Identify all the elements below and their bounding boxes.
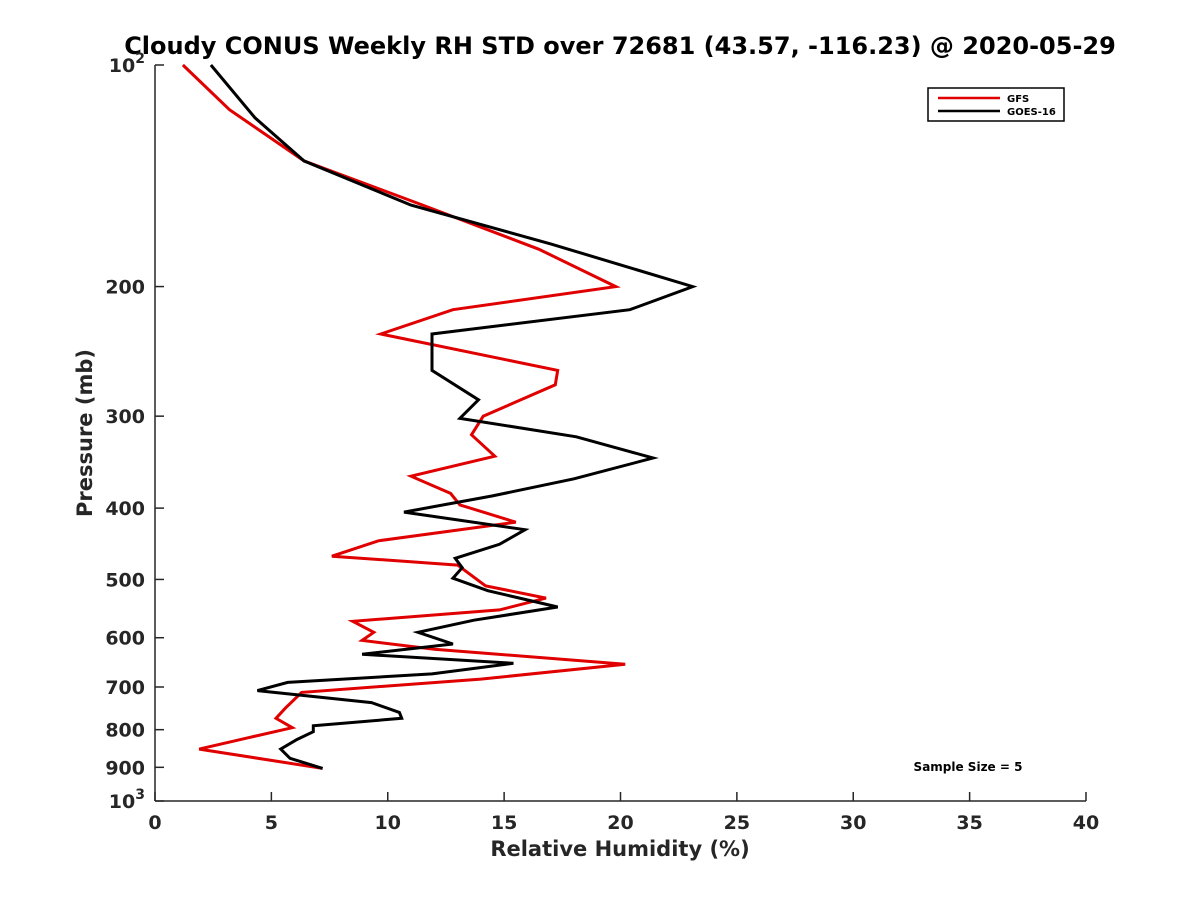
x-tick-label: 15: [491, 812, 517, 834]
legend-label-goes-16: GOES-16: [1007, 107, 1056, 118]
x-axis-label: Relative Humidity (%): [490, 837, 749, 861]
y-tick-label: 700: [105, 677, 145, 699]
chart-title: Cloudy CONUS Weekly RH STD over 72681 (4…: [124, 32, 1116, 60]
series-layer: [181, 63, 698, 770]
y-tick-label: 500: [105, 569, 145, 591]
y-tick-label: 300: [105, 406, 145, 428]
x-tick-label: 35: [956, 812, 982, 834]
plot-frame: [154, 64, 1087, 802]
y-axis-label: Pressure (mb): [73, 349, 97, 517]
x-tick-label: 20: [607, 812, 633, 834]
x-tick-label: 5: [265, 812, 278, 834]
legend-items: GFS GOES-16: [938, 94, 1056, 118]
x-tick-label: 10: [375, 812, 401, 834]
y-tick-label: 200: [105, 277, 145, 299]
x-tick-label: 40: [1073, 812, 1099, 834]
legend-box: [927, 87, 1065, 122]
legend: GFS GOES-16: [927, 87, 1065, 122]
series-line-goes-16: [209, 64, 698, 770]
y-tick-label: 900: [105, 757, 145, 779]
x-tick-label: 30: [840, 812, 866, 834]
series-line-gfs: [181, 63, 626, 770]
y-axis-ticks: 102 200 300 400 500 600 700 800 900 103: [105, 51, 164, 813]
x-tick-label: 0: [148, 812, 161, 834]
x-tick-label: 25: [724, 812, 750, 834]
legend-label-gfs: GFS: [1007, 94, 1029, 105]
x-axis-ticks: 0 5 10 15 20 25 30 35 40: [148, 792, 1099, 834]
y-tick-label: 400: [105, 498, 145, 520]
y-tick-label: 600: [105, 628, 145, 650]
y-tick-label: 800: [105, 720, 145, 742]
y-tick-label: 102: [109, 51, 145, 77]
y-tick-label: 103: [109, 787, 145, 813]
sample-size-annotation: Sample Size = 5: [914, 760, 1023, 774]
